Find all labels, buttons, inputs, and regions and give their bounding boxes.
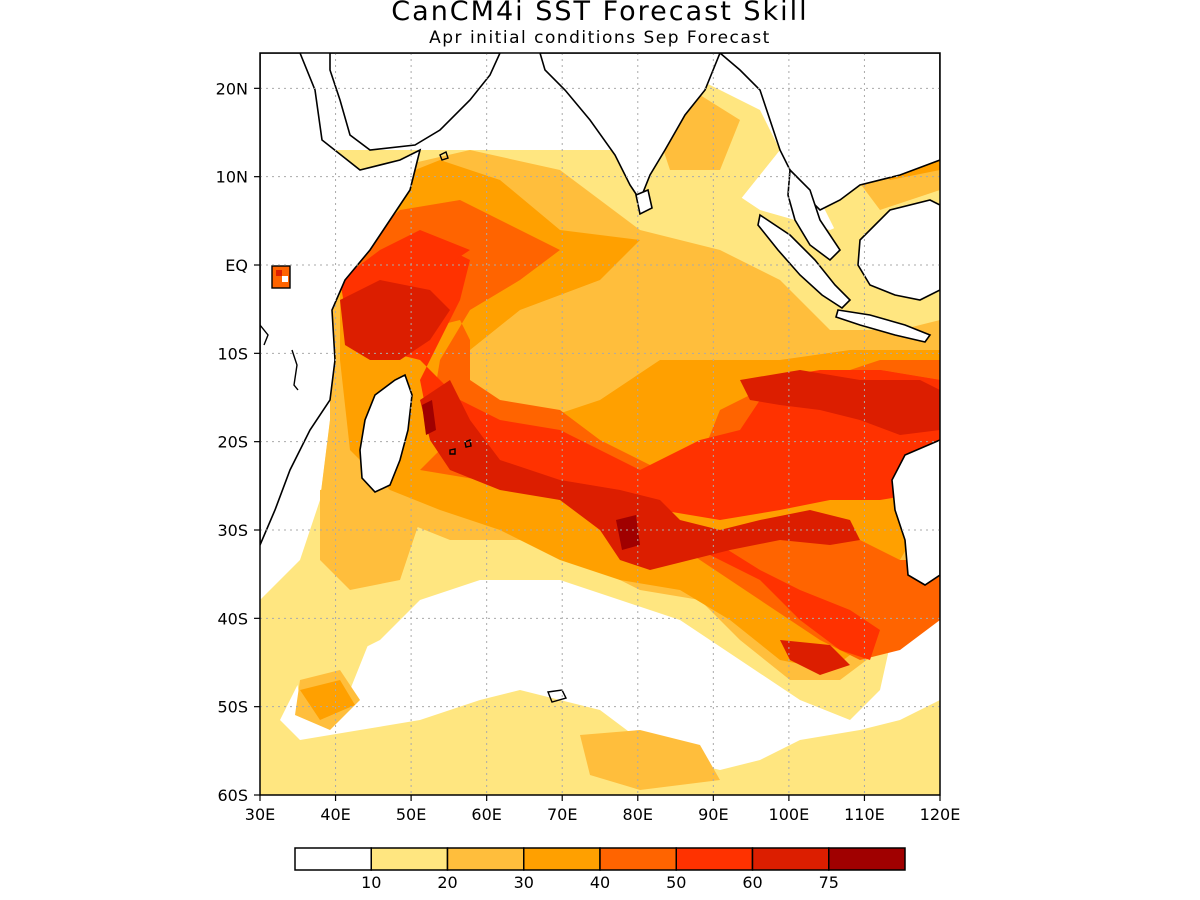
lon-tick-label: 110E: [844, 805, 885, 824]
colorbar-swatch: [446, 847, 525, 871]
lon-tick-label: 70E: [547, 805, 577, 824]
small-islands: [260, 151, 568, 703]
map-subtitle: Apr initial conditions Sep Forecast: [429, 28, 771, 48]
colorbar-label: 60: [742, 873, 762, 892]
skill-field: [260, 53, 940, 795]
lat-tick-label: 20S: [217, 433, 248, 452]
colorbar-label: 30: [514, 873, 534, 892]
lat-tick-label: 60S: [217, 786, 248, 805]
colorbar-swatch: [294, 847, 372, 871]
lon-tick-label: 120E: [920, 805, 961, 824]
colorbar-swatch: [828, 847, 906, 871]
lat-tick-label: 50S: [217, 698, 248, 717]
lat-tick-label: EQ: [225, 256, 248, 275]
grid-lines: [260, 53, 940, 795]
lat-tick-label: 10S: [217, 344, 248, 363]
skill-level-75: [422, 400, 640, 550]
colorbar: 10 20 30 40 50 60 75: [294, 847, 906, 892]
colorbar-label: 50: [666, 873, 686, 892]
lon-tick-label: 40E: [320, 805, 350, 824]
lat-tick-label: 10N: [216, 168, 248, 187]
plot-frame: [259, 52, 941, 796]
lon-tick-label: 90E: [698, 805, 728, 824]
colorbar-swatch: [599, 847, 677, 871]
colorbar-swatch: [370, 847, 449, 871]
lon-tick-label: 50E: [396, 805, 426, 824]
colorbar-label: 75: [819, 873, 839, 892]
colorbar-swatch: [675, 847, 754, 871]
lon-tick-label: 60E: [471, 805, 501, 824]
lake-victoria: [271, 265, 291, 289]
lon-tick-label: 100E: [769, 805, 810, 824]
lat-tick-label: 40S: [217, 609, 248, 628]
lat-tick-label: 20N: [216, 79, 248, 98]
colorbar-label: 20: [437, 873, 457, 892]
lon-tick-label: 80E: [623, 805, 653, 824]
axis-ticks: 30E 40E 50E 60E 70E 80E 90E 100E 110E 120E 20N 10N E…: [216, 79, 961, 824]
colorbar-label: 40: [590, 873, 610, 892]
colorbar-swatch: [523, 847, 601, 871]
map-title: CanCM4i SST Forecast Skill: [391, 0, 809, 27]
colorbar-label: 10: [361, 873, 381, 892]
lat-tick-label: 30S: [217, 521, 248, 540]
coastlines: [260, 53, 940, 586]
skill-level-60: [340, 280, 940, 675]
colorbar-swatch: [751, 847, 830, 871]
lon-tick-label: 30E: [245, 805, 275, 824]
